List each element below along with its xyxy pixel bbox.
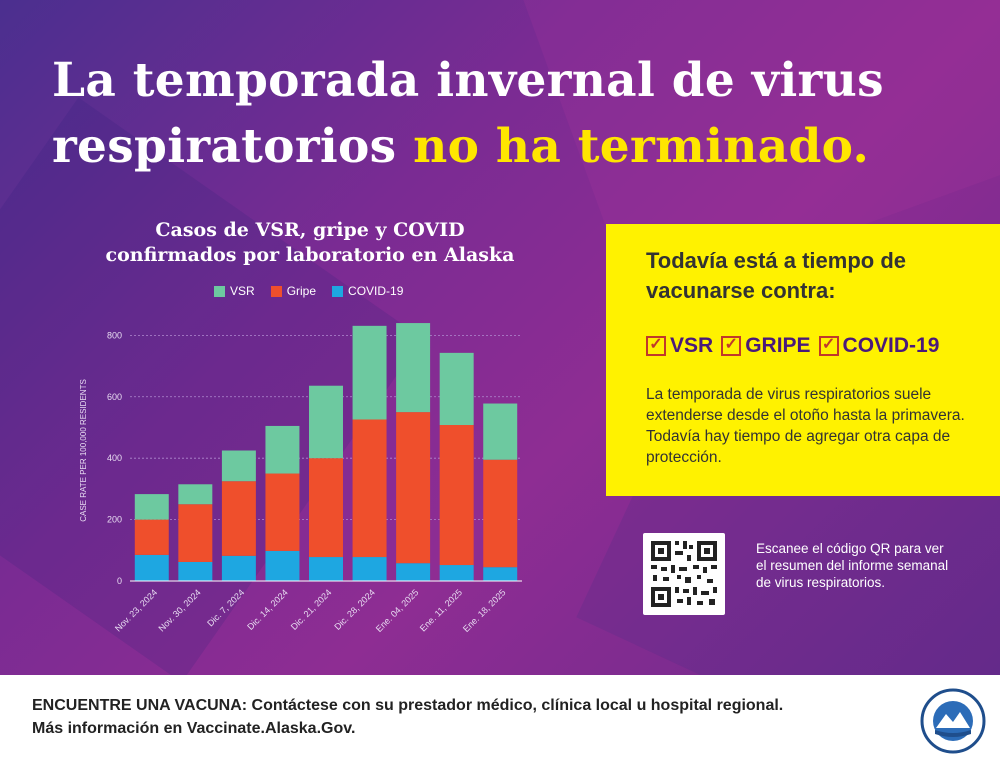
- state-seal-logo: [920, 688, 986, 754]
- chart-title: Casos de VSR, gripe y COVID confirmados …: [60, 218, 560, 268]
- y-tick-label: 400: [107, 453, 122, 463]
- vaccine-panel: Todavía está a tiempo de vacunarse contr…: [606, 224, 1000, 496]
- check-label-gripe: GRIPE: [745, 334, 811, 357]
- legend-swatch: [332, 285, 344, 297]
- footer: ENCUENTRE UNA VACUNA: Contáctese con su …: [0, 675, 1000, 760]
- legend-label: COVID-19: [348, 284, 404, 298]
- bar-segment-covid-19: [352, 557, 387, 581]
- y-tick-label: 0: [117, 576, 122, 586]
- bar-segment-gripe: [396, 412, 431, 564]
- check-label-vsr: VSR: [670, 334, 714, 357]
- y-tick-label: 200: [107, 515, 122, 525]
- x-tick-label: Ene. 18, 2025: [461, 587, 508, 634]
- bar-segment-vsr: [265, 425, 300, 474]
- chart-legend: VSR Gripe COVID-19: [214, 284, 403, 298]
- y-axis-label: CASE RATE PER 100,000 RESIDENTS: [79, 379, 88, 522]
- bar-segment-gripe: [483, 459, 518, 568]
- legend-swatch: [270, 285, 282, 297]
- footer-line2: Más información en Vaccinate.Alaska.Gov.: [32, 720, 356, 737]
- bar-segment-covid-19: [439, 565, 474, 581]
- bar-segment-gripe: [309, 458, 343, 558]
- bar-segment-covid-19: [483, 567, 518, 581]
- bar-segment-covid-19: [178, 561, 213, 581]
- bar-segment-gripe: [265, 473, 300, 551]
- bar-segment-vsr: [178, 484, 213, 505]
- legend-label: Gripe: [286, 284, 317, 298]
- chart-title-line1: Casos de VSR, gripe y COVID: [155, 219, 465, 241]
- bar-segment-covid-19: [309, 557, 343, 581]
- bar-segment-gripe: [439, 425, 474, 566]
- y-tick-label: 600: [107, 392, 122, 402]
- bar-segment-vsr: [134, 494, 169, 520]
- checkbox-icon: ✓: [818, 336, 839, 356]
- bar-segment-gripe: [352, 419, 387, 558]
- legend-item: Gripe: [270, 284, 317, 298]
- bar-segment-vsr: [439, 352, 474, 426]
- bar-segment-covid-19: [221, 555, 256, 581]
- bar-segment-vsr: [221, 450, 256, 482]
- bar-segment-gripe: [178, 504, 213, 562]
- bar-segment-covid-19: [265, 550, 300, 581]
- check-item-vsr: ✓ VSR: [646, 334, 713, 358]
- stacked-bar-chart: 0 200 400 600 800 CASE RATE PER 100,000 RESID…: [79, 323, 522, 634]
- bar-segment-covid-19: [396, 563, 431, 581]
- headline-highlight: no ha terminado.: [413, 119, 870, 174]
- qr-code-icon[interactable]: [643, 533, 725, 615]
- headline-line1: La temporada invernal de virus: [52, 53, 884, 108]
- headline: La temporada invernal de virus respirato…: [52, 48, 972, 180]
- x-tick-label: Nov. 30, 2024: [157, 587, 203, 633]
- bar-segment-gripe: [221, 481, 256, 556]
- checkbox-icon: ✓: [646, 336, 666, 356]
- x-tick-label: Dic. 14, 2024: [245, 587, 290, 632]
- legend-swatch: [214, 285, 225, 297]
- bar-segment-vsr: [309, 385, 343, 459]
- legend-label: VSR: [230, 284, 255, 298]
- vaccine-checklist: ✓ VSR ✓ GRIPE ✓ COVID-19: [646, 334, 939, 358]
- chart-title-line2: confirmados por laboratorio en Alaska: [105, 244, 515, 266]
- bar-segment-covid-19: [134, 554, 169, 581]
- qr-description: Escanee el código QR para ver el resumen…: [756, 541, 949, 590]
- bar-segment-vsr: [352, 325, 387, 420]
- bar-segment-vsr: [396, 323, 431, 413]
- x-tick-label: Dic. 21, 2024: [289, 587, 334, 632]
- checkbox-icon: ✓: [721, 336, 742, 356]
- panel-title: Todavía está a tiempo de vacunarse contr…: [646, 248, 907, 303]
- headline-line2-white: respiratorios: [52, 119, 414, 174]
- bar-segment-vsr: [483, 403, 518, 460]
- y-tick-label: 800: [107, 330, 122, 340]
- x-tick-label: Nov. 23, 2024: [113, 587, 159, 633]
- legend-item: COVID-19: [332, 284, 403, 298]
- check-label-covid: COVID-19: [842, 334, 940, 357]
- check-item-gripe: ✓ GRIPE: [721, 334, 811, 358]
- bar-segment-gripe: [134, 519, 169, 555]
- headline-line2: respiratorios no ha terminado.: [52, 114, 972, 180]
- x-tick-label: Ene. 11, 2025: [418, 587, 464, 633]
- check-item-covid: ✓ COVID-19: [818, 334, 940, 358]
- x-tick-label: Dic. 7, 2024: [205, 587, 246, 628]
- footer-line1: ENCUENTRE UNA VACUNA: Contáctese con su …: [32, 697, 784, 714]
- legend-item: VSR: [214, 284, 255, 298]
- panel-body: La temporada de virus respiratorios suel…: [646, 386, 965, 466]
- x-tick-label: Ene. 04, 2025: [374, 587, 421, 634]
- x-tick-label: Dic. 28, 2024: [332, 587, 377, 632]
